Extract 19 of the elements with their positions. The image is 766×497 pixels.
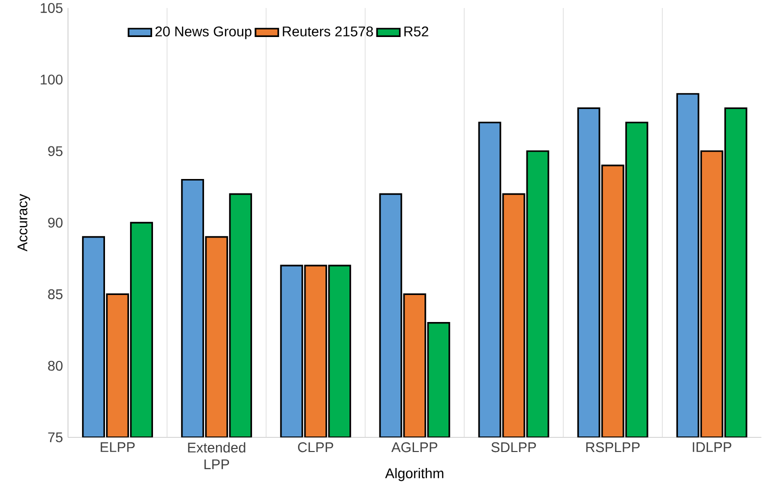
legend-label: 20 News Group: [155, 26, 252, 40]
y-tick-label: 80: [48, 360, 63, 371]
x-tick-label: SDLPP: [491, 442, 536, 452]
legend-label: Reuters 21578: [282, 26, 373, 36]
x-tick-label: IDLPP: [692, 442, 732, 452]
y-tick-label: 100: [40, 74, 63, 85]
x-tick-label: CLPP: [298, 442, 334, 452]
x-axis-title: Algorithm: [385, 468, 444, 482]
y-tick-label: 105: [40, 3, 62, 13]
y-tick-label: 95: [48, 146, 62, 156]
y-axis-title: Accuracy: [18, 194, 30, 252]
y-tick-label: 75: [48, 432, 62, 442]
y-tick-label: 85: [48, 289, 62, 300]
x-tick-label: Extended LPP: [188, 442, 246, 470]
x-tick-label: AGLPP: [391, 442, 438, 452]
x-tick-label: ELPP: [100, 442, 135, 452]
y-tick-label: 90: [48, 218, 63, 228]
legend-label: R52: [404, 26, 428, 36]
x-tick-label: RSPLPP: [586, 442, 640, 452]
